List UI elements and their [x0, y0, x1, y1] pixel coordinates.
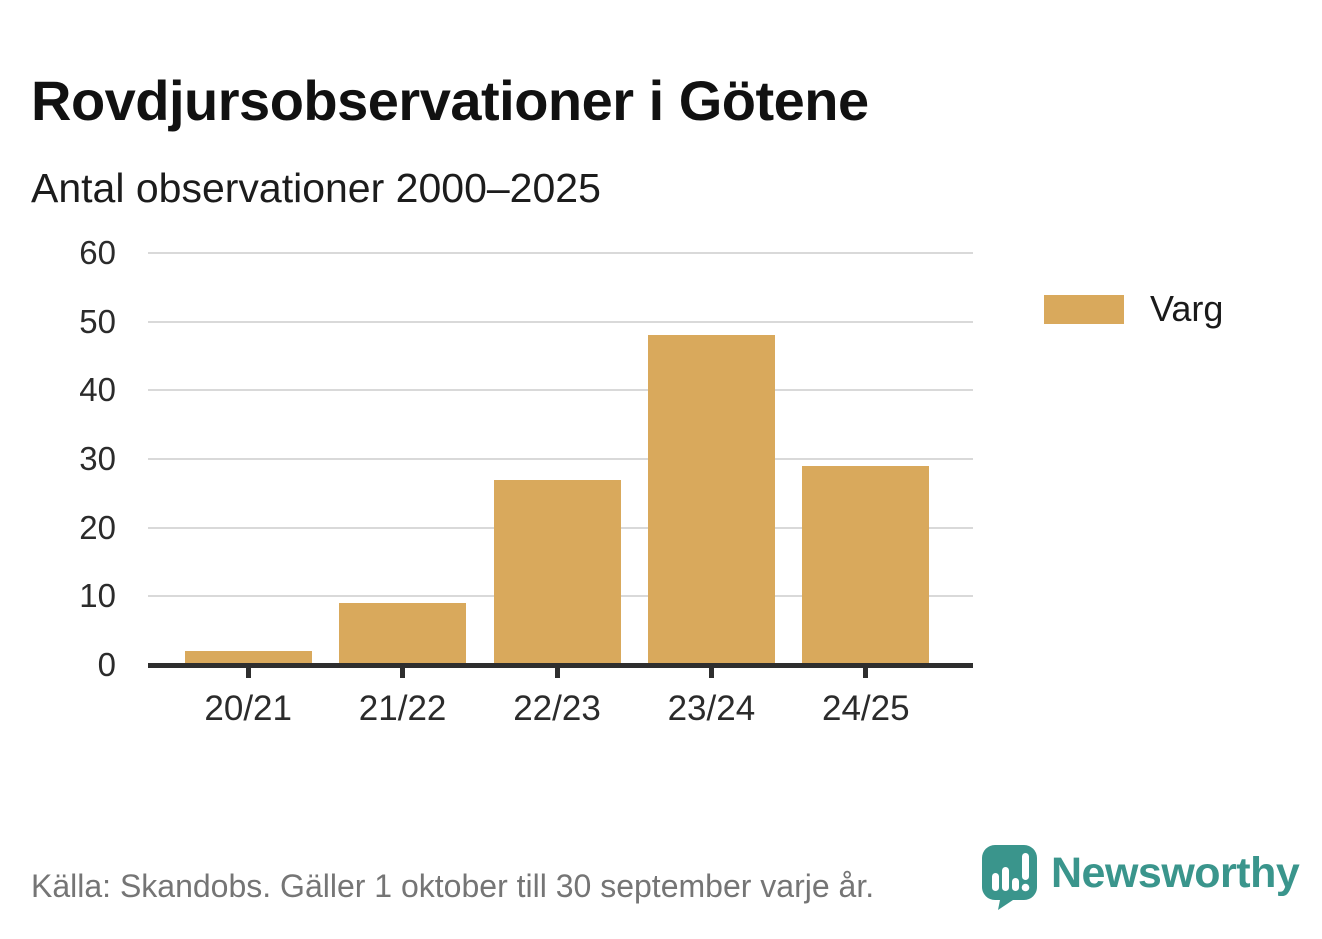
legend: Varg [1044, 289, 1223, 329]
legend-label-varg: Varg [1150, 288, 1224, 329]
x-axis-tick-label: 23/24 [667, 689, 756, 728]
brand-name: Newsworthy [1051, 849, 1300, 897]
source-note: Källa: Skandobs. Gäller 1 oktober till 3… [31, 868, 875, 904]
gridline-y-50 [148, 320, 973, 323]
bar-24/25 [802, 465, 930, 665]
y-axis-tick-label: 60 [79, 234, 116, 271]
gridline-y-40 [148, 389, 973, 392]
bar-21/22 [339, 603, 467, 665]
page-title: Rovdjursobservationer i Götene [31, 68, 869, 132]
gridline-y-30 [148, 458, 973, 460]
x-axis-tick-label: 22/23 [513, 689, 601, 728]
y-axis-tick-label: 20 [79, 508, 116, 546]
brand-footer: Newsworthy [981, 844, 1300, 915]
x-axis-tick [863, 667, 869, 678]
x-axis-tick [708, 667, 714, 678]
y-axis-tick-label: 40 [79, 371, 116, 409]
legend-swatch-varg [1044, 294, 1124, 324]
y-axis-tick-label: 50 [79, 302, 116, 340]
x-axis-tick-label: 24/25 [822, 689, 910, 728]
x-axis-tick-label: 21/22 [358, 689, 447, 728]
bar-23/24 [647, 335, 775, 665]
chart-subtitle: Antal observationer 2000–2025 [31, 165, 601, 211]
x-axis-tick [245, 667, 251, 678]
x-axis-line [148, 663, 973, 668]
x-axis-tick [554, 667, 560, 678]
bar-22/23 [493, 479, 621, 665]
bar-20/21 [184, 651, 312, 665]
x-axis-tick-label: 20/21 [204, 689, 292, 728]
y-axis-tick-label: 0 [97, 646, 116, 683]
newsworthy-logo-icon [981, 844, 1038, 915]
y-axis-tick-label: 30 [79, 440, 116, 477]
gridline-y-60 [148, 252, 973, 254]
x-axis-tick [400, 667, 406, 678]
y-axis-tick-label: 10 [79, 577, 116, 615]
